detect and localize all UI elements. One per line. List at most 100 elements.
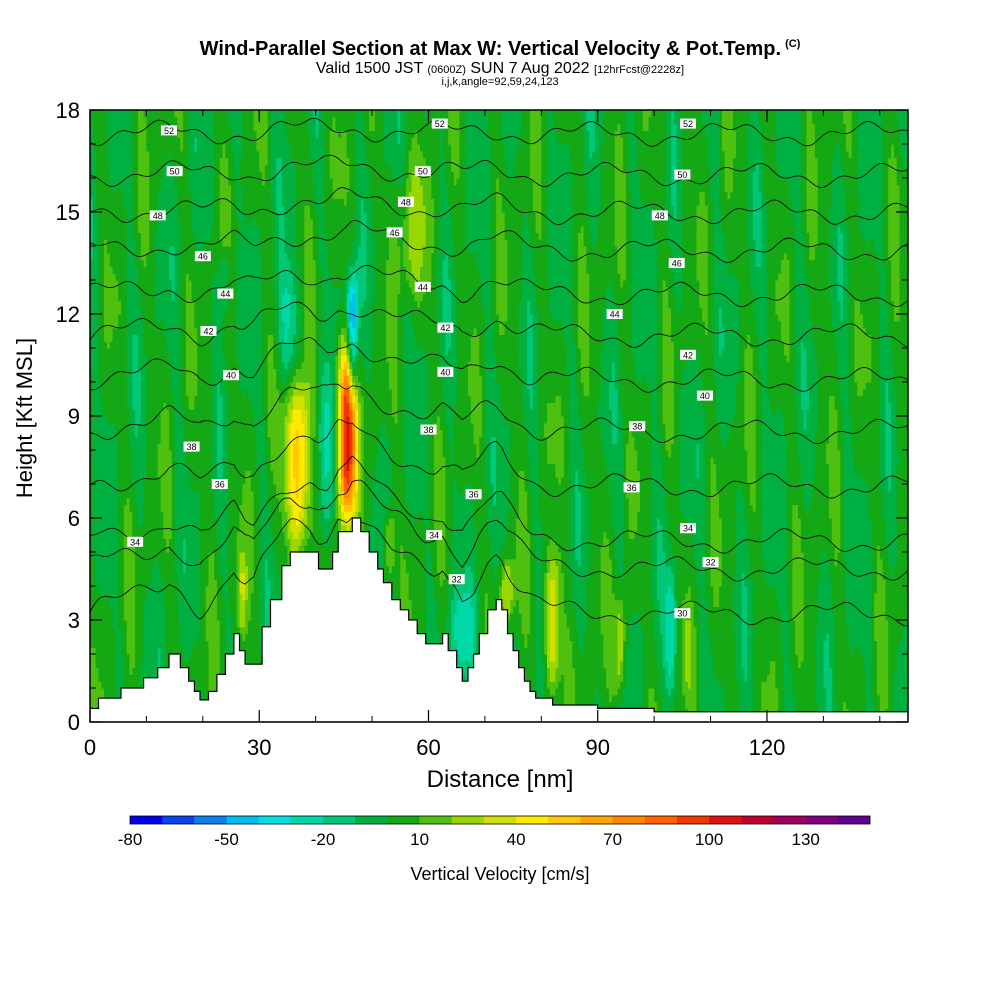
velocity-cell xyxy=(157,198,162,206)
velocity-cell xyxy=(106,443,111,451)
velocity-cell xyxy=(171,443,176,451)
velocity-cell xyxy=(109,592,114,601)
velocity-cell xyxy=(106,667,111,675)
velocity-cell xyxy=(118,586,122,594)
velocity-cell xyxy=(166,116,170,125)
velocity-cell xyxy=(98,620,102,628)
velocity-cell xyxy=(121,259,125,267)
velocity-cell xyxy=(140,144,145,152)
velocity-cell xyxy=(109,558,114,567)
velocity-cell xyxy=(115,273,119,281)
velocity-cell xyxy=(143,667,148,675)
velocity-cell xyxy=(177,157,181,165)
velocity-cell xyxy=(163,286,167,295)
velocity-cell xyxy=(157,184,162,193)
velocity-cell xyxy=(115,518,119,526)
velocity-cell xyxy=(98,286,102,295)
velocity-cell xyxy=(163,273,167,281)
velocity-cell xyxy=(140,572,145,580)
velocity-cell xyxy=(180,286,184,295)
velocity-cell xyxy=(123,674,128,682)
velocity-cell xyxy=(154,422,159,431)
velocity-cell xyxy=(154,552,159,560)
velocity-cell xyxy=(132,531,136,539)
velocity-cell xyxy=(140,232,145,240)
velocity-cell xyxy=(118,184,122,193)
velocity-cell xyxy=(104,674,108,682)
velocity-cell xyxy=(140,606,145,614)
velocity-cell xyxy=(123,558,128,567)
velocity-cell xyxy=(112,198,116,206)
velocity-cell xyxy=(174,395,179,403)
velocity-cell xyxy=(140,327,145,335)
velocity-cell xyxy=(174,633,179,641)
velocity-cell xyxy=(163,456,167,465)
velocity-cell xyxy=(149,341,153,349)
velocity-cell xyxy=(101,640,105,648)
velocity-cell xyxy=(106,205,111,213)
velocity-cell xyxy=(152,592,156,601)
velocity-cell xyxy=(101,314,105,322)
velocity-cell xyxy=(174,518,179,526)
velocity-cell xyxy=(149,157,153,165)
velocity-cell xyxy=(112,572,116,580)
velocity-cell xyxy=(104,477,108,485)
velocity-cell xyxy=(115,252,119,261)
velocity-cell xyxy=(118,354,122,363)
velocity-cell xyxy=(123,470,128,478)
velocity-cell xyxy=(174,497,179,505)
velocity-cell xyxy=(92,273,97,281)
velocity-cell xyxy=(177,422,181,431)
velocity-cell xyxy=(143,586,148,594)
velocity-cell xyxy=(98,450,102,458)
velocity-cell xyxy=(168,606,173,614)
velocity-cell xyxy=(109,688,114,696)
velocity-cell xyxy=(174,422,179,431)
velocity-cell xyxy=(95,266,100,274)
velocity-cell xyxy=(95,674,100,682)
velocity-cell xyxy=(166,252,170,261)
velocity-cell xyxy=(149,178,153,186)
velocity-cell xyxy=(115,416,119,424)
velocity-cell xyxy=(146,280,150,288)
velocity-cell xyxy=(137,484,142,492)
velocity-cell xyxy=(98,497,102,505)
velocity-cell xyxy=(135,178,139,186)
velocity-cell xyxy=(137,490,142,499)
velocity-cell xyxy=(180,259,184,267)
velocity-cell xyxy=(174,286,179,295)
velocity-cell xyxy=(126,116,131,125)
velocity-cell xyxy=(126,647,131,655)
velocity-cell xyxy=(90,497,94,505)
velocity-cell xyxy=(132,252,136,261)
velocity-cell xyxy=(157,518,162,526)
velocity-cell xyxy=(101,667,105,675)
velocity-cell xyxy=(171,409,176,417)
velocity-cell xyxy=(95,416,100,424)
velocity-cell xyxy=(146,606,150,614)
velocity-cell xyxy=(140,375,145,383)
velocity-cell xyxy=(135,565,139,573)
velocity-cell xyxy=(157,150,162,159)
velocity-cell xyxy=(123,422,128,431)
velocity-cell xyxy=(152,613,156,621)
velocity-cell xyxy=(123,450,128,458)
velocity-cell xyxy=(95,586,100,594)
velocity-cell xyxy=(104,225,108,233)
velocity-cell xyxy=(123,334,128,342)
velocity-cell xyxy=(129,266,133,274)
velocity-cell xyxy=(109,640,114,648)
velocity-cell xyxy=(112,592,116,601)
velocity-cell xyxy=(146,443,150,451)
velocity-cell xyxy=(163,592,167,601)
velocity-cell xyxy=(92,504,97,512)
velocity-cell xyxy=(118,626,122,635)
velocity-cell xyxy=(168,552,173,560)
velocity-cell xyxy=(132,592,136,601)
velocity-cell xyxy=(168,348,173,356)
velocity-cell xyxy=(174,178,179,186)
velocity-cell xyxy=(140,123,145,131)
velocity-cell xyxy=(101,368,105,376)
velocity-cell xyxy=(180,626,184,635)
velocity-cell xyxy=(149,518,153,526)
